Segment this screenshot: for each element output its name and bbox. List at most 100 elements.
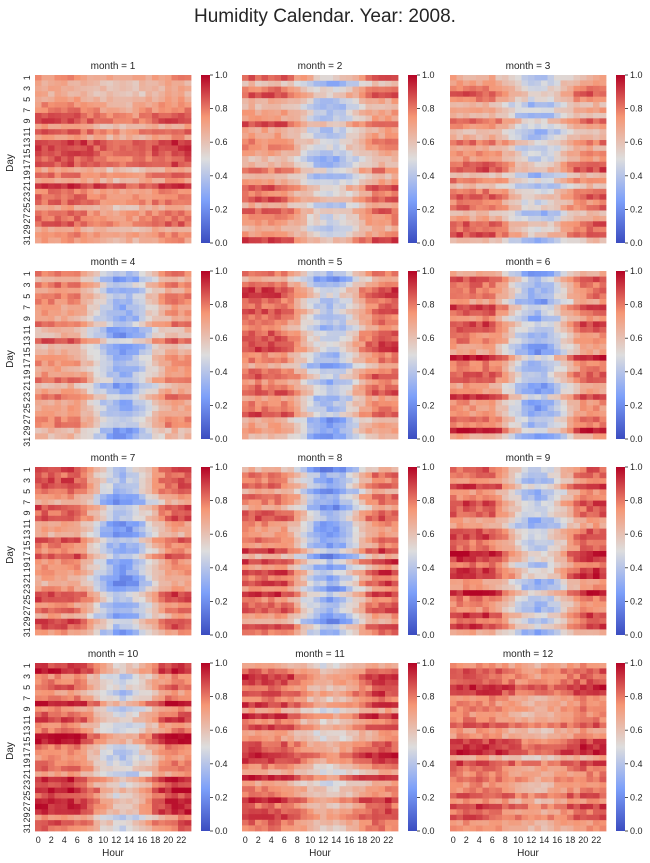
heatmap-cell [126, 129, 133, 136]
heatmap-cell [106, 310, 114, 317]
heatmap-cell [359, 357, 366, 364]
heatmap-cell [48, 349, 55, 356]
heatmap-cell [35, 399, 42, 406]
heatmap-cell [307, 308, 314, 315]
heatmap-cell [126, 349, 133, 356]
heatmap-cell [489, 304, 496, 311]
heatmap-cell [495, 177, 503, 184]
heatmap-cell [132, 467, 140, 473]
heatmap-cell [74, 405, 81, 412]
heatmap-cell [456, 338, 464, 345]
heatmap-cell [463, 221, 470, 228]
facet-month-2: month = 20.00.20.40.60.81.0 [242, 61, 435, 248]
heatmap-cell [586, 332, 594, 339]
heatmap-cell [489, 140, 496, 146]
heatmap-cell [359, 271, 366, 277]
heatmap-cell [372, 298, 379, 304]
heatmap-cell [307, 325, 314, 332]
heatmap-cell [74, 504, 81, 511]
heatmap-cell [171, 383, 179, 389]
heatmap-cell [139, 85, 146, 92]
heatmap-cell [346, 411, 353, 418]
heatmap-cell [158, 129, 166, 136]
heatmap-cell [152, 332, 159, 339]
heatmap-cell [300, 173, 308, 180]
heatmap-cell [145, 510, 153, 517]
heatmap-cell [534, 177, 542, 184]
heatmap-cell [255, 357, 262, 364]
facet-month-5: month = 50.00.20.40.60.81.0 [242, 257, 435, 444]
heatmap-cell [599, 221, 607, 228]
heatmap-cell [171, 483, 179, 490]
heatmap-cell [184, 416, 192, 423]
heatmap-cell [35, 422, 42, 429]
heatmap-cell [495, 310, 503, 317]
heatmap-cell [158, 405, 166, 412]
heatmap-cell [158, 321, 166, 328]
heatmap-cell [320, 202, 327, 209]
heatmap-cell [320, 406, 327, 413]
heatmap-cell [313, 225, 321, 232]
heatmap-cell [132, 355, 140, 361]
heatmap-cell [593, 388, 600, 395]
heatmap-cell [100, 112, 107, 119]
heatmap-cell [255, 92, 262, 99]
heatmap-cell [528, 383, 535, 389]
heatmap-cell [385, 292, 392, 299]
heatmap-cell [48, 394, 55, 401]
heatmap-cell [463, 377, 470, 384]
heatmap-cell [554, 183, 561, 190]
heatmap-cell [320, 303, 327, 310]
heatmap-cell [93, 226, 101, 233]
heatmap-cell [554, 156, 561, 163]
heatmap-cell [508, 411, 516, 417]
heatmap-cell [126, 526, 133, 533]
heatmap-cell [365, 287, 373, 294]
heatmap-cell [528, 150, 535, 157]
heatmap-cell [274, 225, 282, 232]
heatmap-cell [573, 299, 581, 305]
heatmap-cell [378, 401, 386, 407]
heatmap-cell [74, 510, 81, 517]
heatmap-cell [359, 109, 366, 116]
heatmap-cell [300, 156, 308, 163]
heatmap-cell [274, 352, 282, 359]
heatmap-cell [352, 167, 360, 174]
heatmap-cell [450, 183, 457, 190]
heatmap-cell [106, 282, 114, 289]
heatmap-cell [67, 232, 75, 238]
heatmap-cell [313, 202, 321, 209]
heatmap-cell [145, 188, 153, 195]
heatmap-cell [489, 327, 496, 333]
heatmap-cell [35, 405, 42, 412]
heatmap-cell [100, 134, 107, 141]
heatmap-cell [534, 355, 542, 361]
heatmap-cell [378, 225, 386, 232]
heatmap-cell [560, 156, 568, 163]
heatmap-cell [495, 85, 503, 92]
heatmap-cell [100, 172, 107, 179]
heatmap-cell [489, 411, 496, 417]
heatmap-cell [74, 472, 81, 479]
heatmap-cell [586, 271, 594, 277]
heatmap-cell [119, 422, 127, 429]
heatmap-cell [300, 298, 308, 304]
heatmap-cell [385, 308, 392, 315]
heatmap-cell [586, 199, 594, 206]
heatmap-cell [599, 91, 607, 98]
heatmap-cell [365, 352, 373, 359]
heatmap-cell [274, 368, 282, 375]
heatmap-cell [171, 377, 179, 384]
heatmap-cell [567, 140, 574, 146]
y-tick-label: 7 [22, 108, 32, 113]
heatmap-cell [126, 355, 133, 361]
heatmap-cell [391, 127, 399, 134]
y-axis-label: Day [5, 154, 16, 172]
heatmap-cell [274, 75, 282, 82]
heatmap-cell [476, 338, 483, 345]
heatmap-cell [307, 103, 314, 111]
heatmap-cell [139, 360, 146, 367]
heatmap-cell [248, 352, 256, 359]
heatmap-cell [534, 411, 542, 417]
heatmap-cell [333, 185, 340, 192]
